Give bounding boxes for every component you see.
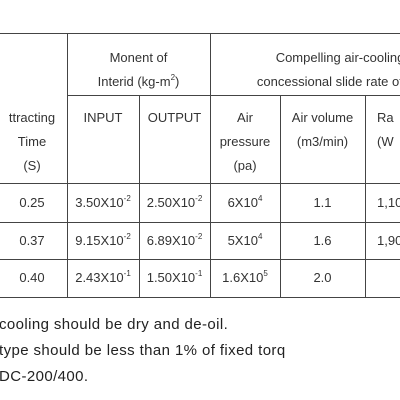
text: 6.89X10 — [146, 232, 196, 248]
superscript: -2 — [123, 193, 131, 203]
cell-text: (S) — [23, 158, 41, 173]
cell-text: Monent of — [109, 50, 168, 65]
cell-text: 0.37 — [19, 232, 45, 248]
cell-text: 1,90 — [377, 232, 400, 248]
grid-line — [280, 95, 281, 297]
superscript: 4 — [257, 193, 263, 203]
cell-text: Time — [17, 134, 47, 149]
text: 2.50X10 — [146, 194, 196, 210]
grid-line — [139, 95, 140, 297]
text: 1.50X10 — [146, 270, 196, 285]
cell-text: pressure — [219, 134, 271, 149]
cell-text: (W — [377, 134, 394, 149]
cell-text: 5X104 — [210, 231, 280, 249]
superscript: -2 — [123, 231, 131, 241]
cell-text: 0.40 — [19, 270, 45, 285]
text: 5X10 — [227, 232, 258, 248]
cell-text: (m3/min) — [296, 134, 349, 149]
superscript: -1 — [123, 269, 131, 278]
grid-line — [365, 95, 366, 297]
note-text: type should be less than 1% of fixed tor… — [0, 342, 286, 359]
grid-line — [0, 222, 400, 223]
superscript: -1 — [195, 269, 203, 278]
note-text: cooling should be dry and de-oil. — [0, 316, 229, 333]
cell-text: 6.89X10-2 — [139, 231, 210, 249]
cell-text: 1,10 — [377, 194, 400, 210]
cell-text: Air — [237, 110, 253, 125]
note-text: DC-200/400. — [0, 368, 89, 385]
cell-text: concessional slide rate of wo — [256, 74, 400, 89]
grid-line — [210, 33, 211, 297]
cell-text: Ra — [377, 110, 394, 125]
cell-text: 1.50X10-1 — [139, 270, 210, 286]
cell-text: 9.15X10-2 — [67, 231, 139, 249]
text: Interid (kg-m — [97, 74, 171, 89]
text: 9.15X10 — [75, 232, 124, 248]
cell-text: 2.50X10-2 — [139, 193, 210, 211]
cell-text: ttracting — [8, 110, 56, 125]
grid-line — [0, 297, 400, 298]
text: 6X10 — [227, 194, 258, 210]
cell-text: 1.1 — [313, 194, 332, 210]
cell-text: 2.0 — [313, 270, 332, 285]
text: ) — [175, 74, 180, 89]
cell-text: Compelling air-cooling — [275, 50, 400, 65]
grid-line — [0, 33, 400, 34]
cell-text: 6X104 — [210, 193, 280, 211]
text: 3.50X10 — [75, 194, 124, 210]
text: 1.6X10 — [222, 270, 264, 285]
cell-text: 0.25 — [19, 194, 45, 210]
grid-line — [0, 183, 400, 184]
text: 2.43X10 — [75, 270, 124, 285]
grid-line — [0, 259, 400, 260]
grid-line — [67, 95, 400, 96]
cell-text: OUTPUT — [147, 110, 202, 125]
cell-text: INPUT — [83, 110, 123, 125]
cell-text: Interid (kg-m2) — [67, 74, 210, 90]
grid-line — [67, 33, 68, 297]
cell-text: (pa) — [233, 158, 257, 173]
cell-text: 1.6 — [313, 232, 332, 248]
cell-text: 3.50X10-2 — [67, 193, 139, 211]
cell-text: Air volume — [291, 110, 354, 125]
cell-text: 1.6X105 — [210, 270, 280, 286]
superscript: 4 — [257, 231, 263, 241]
cell-text: 2.43X10-1 — [67, 270, 139, 286]
superscript: -2 — [195, 231, 203, 241]
superscript: 5 — [263, 269, 268, 278]
superscript: -2 — [195, 193, 203, 203]
superscript: 2 — [170, 73, 176, 82]
